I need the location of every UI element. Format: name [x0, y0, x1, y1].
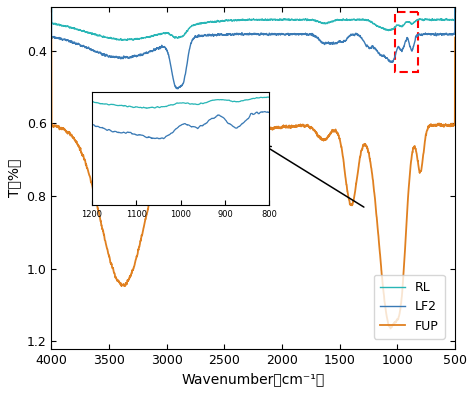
Line: LF2: LF2 — [51, 0, 455, 89]
LF2 — [195, 34, 201, 39]
X-axis label: Wavenumber（cm⁻¹）: Wavenumber（cm⁻¹） — [182, 372, 325, 386]
RL — [305, 17, 311, 22]
Line: RL: RL — [51, 0, 455, 40]
RL — [195, 22, 201, 26]
FUP — [421, 148, 427, 153]
FUP — [133, 258, 138, 263]
FUP — [452, 35, 458, 40]
RL — [421, 17, 427, 22]
RL — [239, 18, 245, 22]
LF2 — [239, 31, 245, 36]
RL — [288, 18, 294, 22]
Bar — [395, 13, 418, 72]
FUP — [305, 123, 310, 128]
LF2 — [421, 32, 427, 37]
FUP — [48, 35, 54, 40]
RL — [124, 38, 130, 42]
RL — [133, 36, 138, 41]
FUP — [288, 126, 294, 130]
LF2 — [175, 86, 181, 91]
FUP — [194, 124, 200, 129]
FUP — [239, 128, 245, 132]
FUP — [388, 326, 393, 331]
LF2 — [133, 53, 138, 58]
Line: FUP: FUP — [51, 37, 455, 329]
LF2 — [305, 32, 311, 37]
LF2 — [288, 31, 294, 36]
Y-axis label: T（%）: T（%） — [7, 159, 21, 197]
Legend: RL, LF2, FUP: RL, LF2, FUP — [374, 275, 445, 339]
